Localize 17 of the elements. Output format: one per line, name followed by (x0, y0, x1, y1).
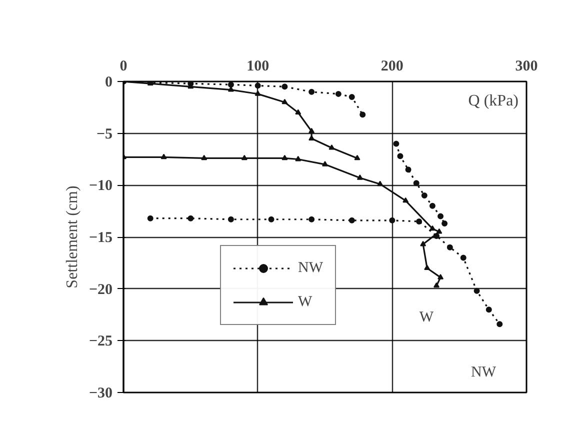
x-axis-title: Q (kPa) (468, 92, 519, 110)
x-tick-label: 300 (515, 58, 538, 74)
y-tick-label: −25 (88, 334, 113, 350)
y-tick-label: −15 (88, 230, 113, 246)
y-axis-title: Settlement (cm) (64, 186, 81, 288)
x-tick-label: 0 (120, 58, 128, 74)
annotation: W (419, 310, 434, 326)
y-tick-label: 0 (105, 74, 112, 90)
legend-label: NW (298, 260, 323, 276)
legend-label: W (298, 294, 314, 310)
y-tick-label: −5 (96, 126, 113, 142)
x-tick-label: 200 (380, 58, 404, 74)
annotation: NW (471, 364, 497, 380)
x-tick-label: 100 (246, 58, 270, 74)
y-tick-label: −20 (88, 282, 113, 298)
y-tick-label: −30 (88, 386, 113, 402)
y-tick-label: −10 (88, 178, 113, 194)
